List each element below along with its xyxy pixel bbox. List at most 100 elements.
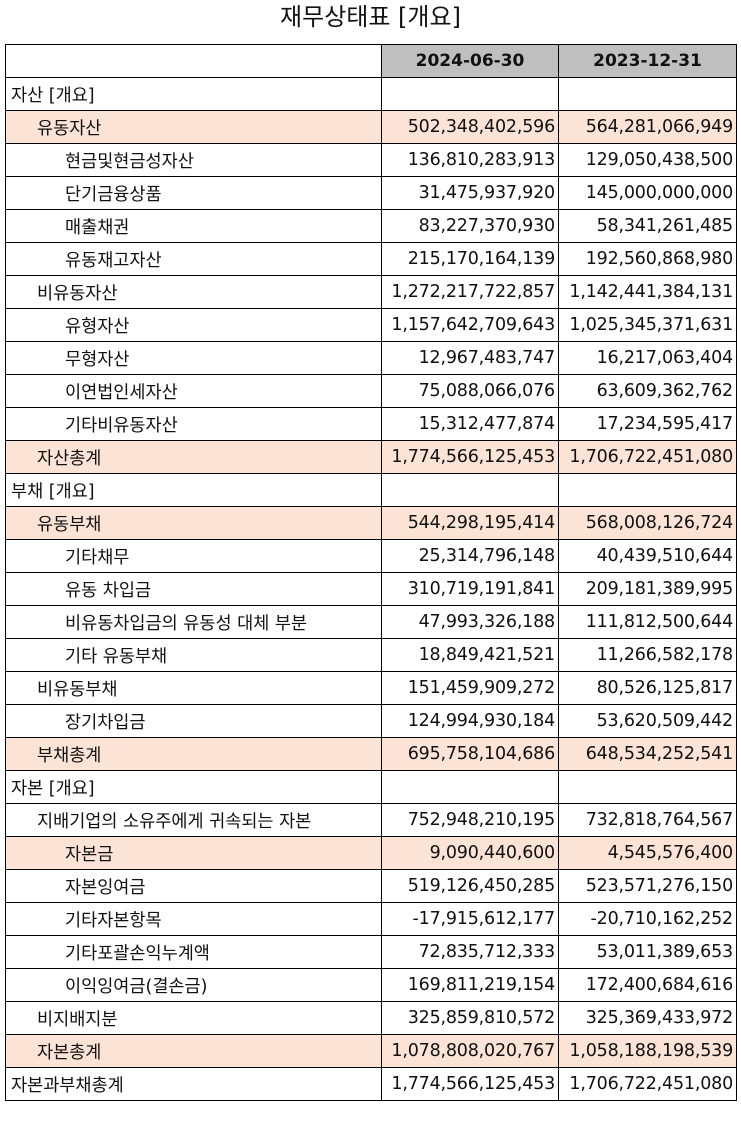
value-cell-2024-06-30: 12,967,483,747 <box>381 341 559 375</box>
table-row: 기타비유동자산 15,312,477,874 17,234,595,417 <box>5 407 737 441</box>
value-cell-2023-12-31: 4,545,576,400 <box>558 836 737 870</box>
value-cell-2024-06-30 <box>381 770 559 804</box>
account-name-cell: 이연법인세자산 <box>5 374 382 408</box>
account-name-cell: 유동 차입금 <box>5 572 382 606</box>
account-name-cell: 자산총계 <box>5 440 382 474</box>
value-cell-2023-12-31: 1,706,722,451,080 <box>558 1067 737 1101</box>
value-cell-2024-06-30: 72,835,712,333 <box>381 935 559 969</box>
value-cell-2024-06-30: 9,090,440,600 <box>381 836 559 870</box>
table-row: 유동자산 502,348,402,596 564,281,066,949 <box>5 110 737 144</box>
account-name-cell: 비지배지분 <box>5 1001 382 1035</box>
value-cell-2024-06-30: 1,774,566,125,453 <box>381 440 559 474</box>
value-cell-2023-12-31: 58,341,261,485 <box>558 209 737 243</box>
value-cell-2024-06-30: 15,312,477,874 <box>381 407 559 441</box>
account-name-cell: 자본 [개요] <box>5 770 382 804</box>
account-name-cell: 부채 [개요] <box>5 473 382 507</box>
account-name-cell: 기타자본항목 <box>5 902 382 936</box>
account-name-cell: 유동부채 <box>5 506 382 540</box>
value-cell-2023-12-31: 40,439,510,644 <box>558 539 737 573</box>
table-row: 이연법인세자산 75,088,066,076 63,609,362,762 <box>5 374 737 408</box>
table-row: 유형자산 1,157,642,709,643 1,025,345,371,631 <box>5 308 737 342</box>
account-name-cell: 기타비유동자산 <box>5 407 382 441</box>
table-row: 자본과부채총계 1,774,566,125,453 1,706,722,451,08… <box>5 1067 737 1101</box>
value-cell-2023-12-31: 1,058,188,198,539 <box>558 1034 737 1068</box>
value-cell-2023-12-31: 53,011,389,653 <box>558 935 737 969</box>
value-cell-2023-12-31: 145,000,000,000 <box>558 176 737 210</box>
value-cell-2023-12-31 <box>558 77 737 111</box>
table-row: 기타채무 25,314,796,148 40,439,510,644 <box>5 539 737 573</box>
account-name-cell: 기타포괄손익누계액 <box>5 935 382 969</box>
table-row: 비유동차입금의 유동성 대체 부분 47,993,326,188 111,812,5… <box>5 605 737 639</box>
value-cell-2024-06-30: 151,459,909,272 <box>381 671 559 705</box>
value-cell-2023-12-31: 568,008,126,724 <box>558 506 737 540</box>
value-cell-2024-06-30: 325,859,810,572 <box>381 1001 559 1035</box>
value-cell-2024-06-30: 502,348,402,596 <box>381 110 559 144</box>
value-cell-2023-12-31: 1,025,345,371,631 <box>558 308 737 342</box>
account-name-cell: 비유동차입금의 유동성 대체 부분 <box>5 605 382 639</box>
table-header-row: 2024-06-30 2023-12-31 <box>5 44 737 78</box>
value-cell-2023-12-31: 523,571,276,150 <box>558 869 737 903</box>
value-cell-2023-12-31: 1,706,722,451,080 <box>558 440 737 474</box>
value-cell-2024-06-30 <box>381 473 559 507</box>
table-row: 기타포괄손익누계액 72,835,712,333 53,011,389,653 <box>5 935 737 969</box>
value-cell-2024-06-30: -17,915,612,177 <box>381 902 559 936</box>
value-cell-2023-12-31 <box>558 770 737 804</box>
value-cell-2024-06-30: 1,774,566,125,453 <box>381 1067 559 1101</box>
account-name-cell: 무형자산 <box>5 341 382 375</box>
table-row: 자본 [개요] <box>5 770 737 804</box>
value-cell-2024-06-30: 519,126,450,285 <box>381 869 559 903</box>
value-cell-2023-12-31: 16,217,063,404 <box>558 341 737 375</box>
value-cell-2024-06-30: 47,993,326,188 <box>381 605 559 639</box>
table-row: 이익잉여금(결손금) 169,811,219,154 172,400,684,616 <box>5 968 737 1002</box>
value-cell-2024-06-30: 25,314,796,148 <box>381 539 559 573</box>
account-name-cell: 유동재고자산 <box>5 242 382 276</box>
value-cell-2024-06-30: 1,272,217,722,857 <box>381 275 559 309</box>
table-row: 비유동부채 151,459,909,272 80,526,125,817 <box>5 671 737 705</box>
account-name-cell: 장기차입금 <box>5 704 382 738</box>
account-name-cell: 단기금융상품 <box>5 176 382 210</box>
account-name-cell: 자산 [개요] <box>5 77 382 111</box>
table-row: 장기차입금 124,994,930,184 53,620,509,442 <box>5 704 737 738</box>
table-body: 자산 [개요] 유동자산 502,348,402,596 564,281,066,94… <box>5 77 737 1101</box>
table-row: 비지배지분 325,859,810,572 325,369,433,972 <box>5 1001 737 1035</box>
account-name-cell: 기타채무 <box>5 539 382 573</box>
table-row: 부채총계 695,758,104,686 648,534,252,541 <box>5 737 737 771</box>
table-row: 기타자본항목 -17,915,612,177 -20,710,162,252 <box>5 902 737 936</box>
account-name-cell: 자본과부채총계 <box>5 1067 382 1101</box>
value-cell-2024-06-30: 310,719,191,841 <box>381 572 559 606</box>
value-cell-2024-06-30: 75,088,066,076 <box>381 374 559 408</box>
value-cell-2023-12-31: 192,560,868,980 <box>558 242 737 276</box>
value-cell-2024-06-30: 31,475,937,920 <box>381 176 559 210</box>
value-cell-2024-06-30: 124,994,930,184 <box>381 704 559 738</box>
account-name-cell: 자본총계 <box>5 1034 382 1068</box>
value-cell-2023-12-31: 325,369,433,972 <box>558 1001 737 1035</box>
value-cell-2024-06-30: 544,298,195,414 <box>381 506 559 540</box>
account-name-cell: 유형자산 <box>5 308 382 342</box>
value-cell-2024-06-30: 1,078,808,020,767 <box>381 1034 559 1068</box>
value-cell-2024-06-30: 1,157,642,709,643 <box>381 308 559 342</box>
table-row: 유동재고자산 215,170,164,139 192,560,868,980 <box>5 242 737 276</box>
value-cell-2024-06-30 <box>381 77 559 111</box>
table-row: 부채 [개요] <box>5 473 737 507</box>
value-cell-2023-12-31: 63,609,362,762 <box>558 374 737 408</box>
account-name-cell: 매출채권 <box>5 209 382 243</box>
table-row: 비유동자산 1,272,217,722,857 1,142,441,384,131 <box>5 275 737 309</box>
value-cell-2023-12-31: 53,620,509,442 <box>558 704 737 738</box>
value-cell-2023-12-31: 80,526,125,817 <box>558 671 737 705</box>
table-row: 지배기업의 소유주에게 귀속되는 자본 752,948,210,195 732,81… <box>5 803 737 837</box>
table-row: 자본금 9,090,440,600 4,545,576,400 <box>5 836 737 870</box>
value-cell-2023-12-31: 648,534,252,541 <box>558 737 737 771</box>
table-row: 자본잉여금 519,126,450,285 523,571,276,150 <box>5 869 737 903</box>
account-name-cell: 유동자산 <box>5 110 382 144</box>
balance-sheet-table: 2024-06-30 2023-12-31 자산 [개요] 유동자산 502,348… <box>5 44 737 1101</box>
value-cell-2023-12-31: 17,234,595,417 <box>558 407 737 441</box>
table-row: 현금및현금성자산 136,810,283,913 129,050,438,500 <box>5 143 737 177</box>
account-name-cell: 자본잉여금 <box>5 869 382 903</box>
value-cell-2023-12-31: 732,818,764,567 <box>558 803 737 837</box>
table-row: 단기금융상품 31,475,937,920 145,000,000,000 <box>5 176 737 210</box>
value-cell-2023-12-31: 111,812,500,644 <box>558 605 737 639</box>
value-cell-2024-06-30: 83,227,370,930 <box>381 209 559 243</box>
value-cell-2023-12-31: -20,710,162,252 <box>558 902 737 936</box>
account-name-cell: 자본금 <box>5 836 382 870</box>
value-cell-2024-06-30: 18,849,421,521 <box>381 638 559 672</box>
